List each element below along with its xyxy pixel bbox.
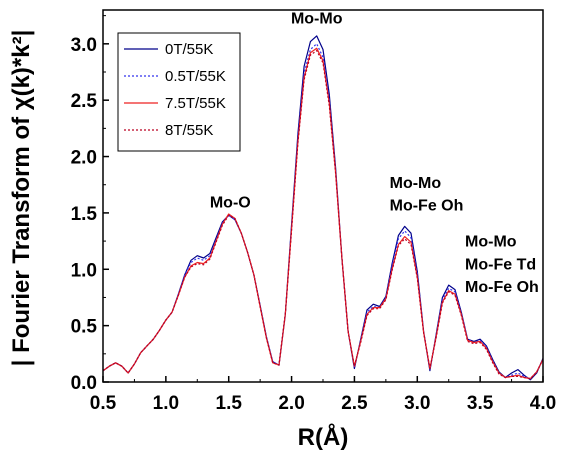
y-tick-label: 2.5: [71, 91, 98, 112]
annotation-label: Mo-Fe Td: [465, 256, 536, 273]
annotation-label: Mo-O: [210, 194, 251, 211]
x-tick-label: 3.0: [404, 393, 430, 414]
legend-label: 8T/55K: [165, 122, 213, 139]
x-tick-label: 2.5: [341, 393, 368, 414]
y-tick-label: 3.0: [71, 35, 97, 56]
legend-label: 7.5T/55K: [165, 95, 226, 112]
legend-box: [117, 32, 241, 152]
annotation-label: Mo-Mo: [465, 234, 517, 251]
legend-label: 0.5T/55K: [165, 68, 226, 85]
annotation-label: Mo-Mo: [390, 175, 442, 192]
y-tick-label: 2.0: [71, 148, 97, 169]
y-tick-label: 0.0: [71, 373, 97, 394]
data-layer: [102, 35, 544, 381]
x-tick-label: 2.0: [278, 393, 304, 414]
tick-layer: 0.5 1.0 1.5 2.0 2.5 3.0 3.5 4.00.00.51.01.52.02…: [71, 15, 556, 414]
y-axis-title: | Fourier Transform of χ(k)*k²|: [8, 30, 35, 367]
y-tick-label: 1.0: [71, 260, 97, 281]
x-axis-title: R(Å): [298, 423, 349, 451]
y-tick-label: 1.5: [71, 204, 98, 225]
series-line-1: [102, 43, 544, 380]
legend-label: 0T/55K: [165, 41, 213, 58]
x-tick-label: 4.0: [530, 393, 556, 414]
annotation-label: Mo-Fe Oh: [390, 198, 464, 215]
annotation-label: Mo-Fe Oh: [465, 279, 539, 296]
legend: 0T/55K 0.5T/55K 7.5T/55K 8T/55K: [117, 32, 241, 152]
series-line-2: [102, 47, 544, 380]
x-tick-label: 1.5: [216, 393, 243, 414]
annotation-label: Mo-Mo: [291, 11, 343, 28]
x-tick-label: 0.5: [90, 393, 117, 414]
y-tick-label: 0.5: [71, 317, 98, 338]
x-tick-label: 3.5: [467, 393, 494, 414]
x-tick-label: 1.0: [153, 393, 179, 414]
annotation-layer: Mo-Mo Mo-O Mo-Mo Mo-Fe Oh Mo-Mo Mo-Fe Td Mo-Fe…: [210, 11, 539, 296]
